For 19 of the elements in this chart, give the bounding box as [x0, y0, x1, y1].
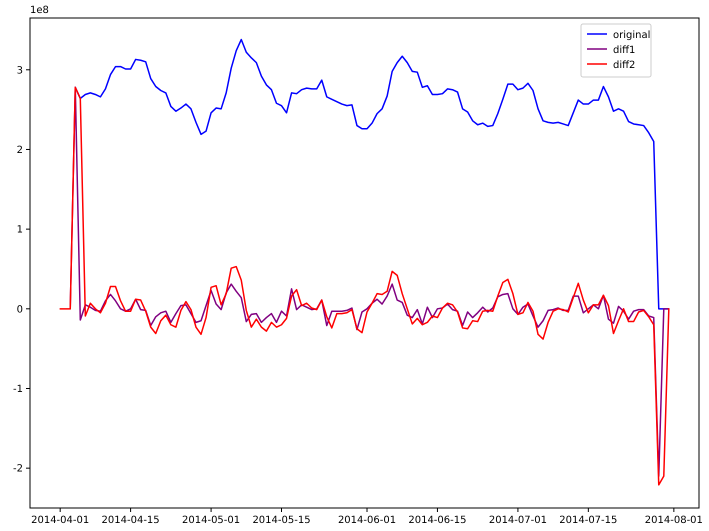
legend-label: diff1	[613, 45, 636, 56]
text: 1e8	[30, 5, 49, 16]
legend-label: original	[613, 30, 650, 41]
x-tick-label: 2014-05-15	[252, 515, 311, 526]
y-tick-label: -1	[13, 384, 23, 395]
x-tick-label: 2014-06-15	[408, 515, 466, 526]
x-tick-label: 2014-04-01	[31, 515, 90, 526]
x-tick-label: 2014-05-01	[182, 515, 240, 526]
y-tick-label: 2	[16, 144, 23, 156]
x-tick-label: 2014-08-01	[644, 515, 703, 526]
y-tick-label: 1	[16, 224, 23, 236]
y-tick-label: 3	[16, 65, 23, 76]
y-tick-label: -2	[13, 464, 23, 475]
x-tick-label: 2014-07-15	[559, 515, 618, 526]
x-tick-label: 2014-04-15	[102, 515, 160, 526]
x-tick-label: 2014-06-01	[338, 515, 396, 526]
legend-label: diff2	[613, 60, 636, 71]
y-tick-label: 0	[16, 304, 23, 316]
x-tick-label: 2014-07-01	[488, 515, 547, 526]
